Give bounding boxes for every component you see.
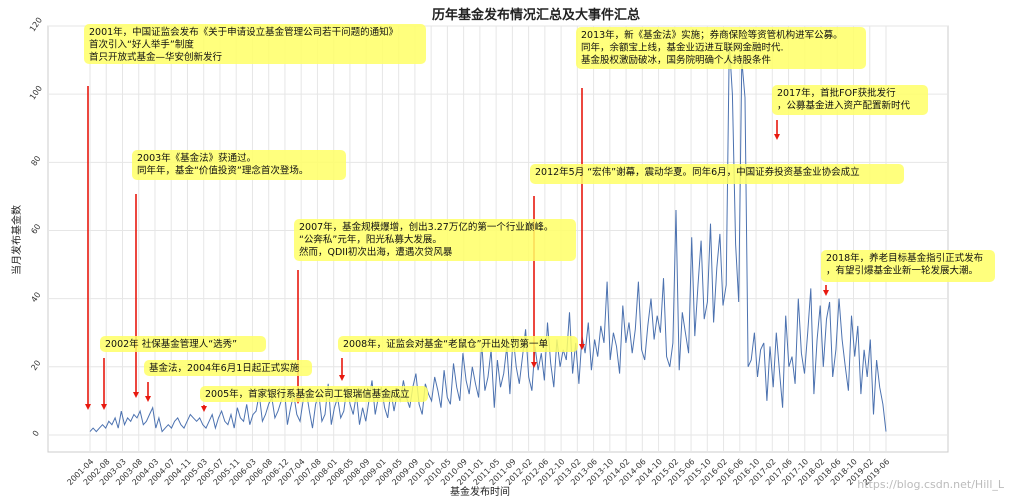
annotation-text: 2013年，新《基金法》实施；券商保险等资管机构进军公募。 (581, 29, 843, 41)
series-line (89, 42, 887, 433)
annotation-text: 然而，QDII初次出海，遭遇次贷风暴 (299, 246, 453, 258)
annotation-arrowhead (201, 406, 207, 412)
x-axis-label: 基金发布时间 (450, 485, 510, 498)
annotation-box (132, 150, 346, 180)
annotation-arrowhead (101, 404, 107, 410)
annotation-text: 2002年 社保基金管理人“选秀” (105, 338, 237, 350)
annotation-text: ，有望引爆基金业新一轮发展大潮。 (826, 265, 978, 277)
annotation-box (772, 85, 928, 115)
annotation-text: 2018年，养老目标基金指引正式发布 (826, 252, 983, 264)
annotations: 2001年，中国证监会发布《关于申请设立基金管理公司若干问题的通知》首次引入“好… (84, 24, 995, 402)
annotation-text: 同年年，基金“价值投资”理念首次登场。 (137, 165, 308, 177)
y-axis-label: 当月发布基金数 (10, 205, 23, 275)
annotation-text: 首次引入“好人举手”制度 (89, 39, 194, 51)
annotation-text: 2008年，证监会对基金“老鼠仓”开出处罚第一单 (343, 338, 549, 350)
annotation-arrowhead (531, 362, 537, 368)
y-tick-label: 0 (31, 429, 41, 438)
annotation-box (821, 250, 995, 282)
annotation-arrowhead (579, 344, 585, 350)
annotation-arrows (85, 86, 829, 412)
annotation-box (530, 164, 904, 184)
annotation-box (84, 24, 426, 64)
annotation-arrowhead (774, 134, 780, 140)
annotation-text: 基金法，2004年6月1日起正式实施 (149, 362, 300, 374)
annotation-text: 同年，余额宝上线，基金业迈进互联网金融时代. (581, 42, 784, 54)
chart-title: 历年基金发布情况汇总及大事件汇总 (432, 7, 640, 23)
watermark: https://blog.csdn.net/Hill_L (857, 478, 1005, 491)
annotation-text: 首只开放式基金—华安创新发行 (89, 51, 223, 63)
annotation-text: 2007年，基金规模爆增，创出3.27万亿的第一个行业巅峰。 (299, 221, 553, 233)
annotation-arrowhead (823, 290, 829, 296)
annotation-box (576, 27, 866, 69)
annotation-arrowhead (145, 396, 151, 402)
annotation-box (200, 386, 428, 402)
annotation-box (144, 360, 312, 376)
annotation-text: 2017年，首批FOF获批发行 (777, 87, 896, 99)
annotation-text: 2001年，中国证监会发布《关于申请设立基金管理公司若干问题的通知》 (89, 26, 398, 38)
annotation-arrowhead (339, 375, 345, 381)
annotation-text: 2003年《基金法》获通过。 (137, 152, 256, 164)
annotation-text: ，公募基金进入资产配置新时代 (777, 100, 911, 112)
annotation-text: 2012年5月 “宏伟”谢幕，震动华夏。同年6月，中国证券投资基金业协会成立 (535, 166, 860, 178)
annotation-arrowhead (85, 404, 91, 410)
annotation-box (100, 336, 266, 352)
annotation-box (294, 219, 576, 261)
annotation-text: 2005年，首家银行系基金公司工银瑞信基金成立 (205, 388, 410, 400)
annotation-text: “公奔私”元年，阳光私募大发展。 (299, 234, 442, 246)
annotation-text: 基金股权激励破冰，国务院明确个人持股条件 (581, 54, 772, 66)
annotation-box (338, 336, 578, 352)
annotation-arrowhead (133, 392, 139, 398)
